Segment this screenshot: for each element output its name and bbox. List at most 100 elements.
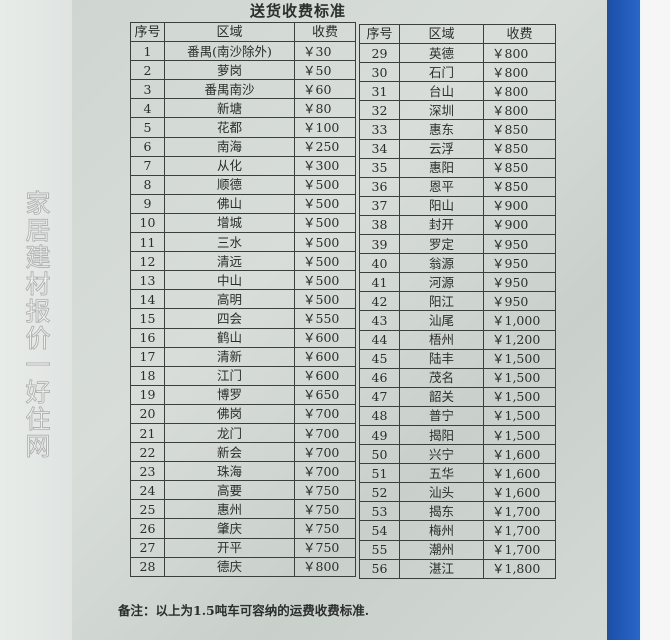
cell-fee: ￥750 [294, 499, 356, 520]
table-row: 36 恩平 ￥850 [359, 176, 556, 197]
cell-no: 42 [359, 291, 400, 312]
cell-fee: ￥550 [294, 308, 356, 329]
cell-no: 28 [130, 556, 165, 577]
cell-fee: ￥950 [483, 253, 556, 274]
cell-area: 四会 [164, 308, 295, 329]
table-row: 50 兴宁 ￥1,600 [359, 444, 556, 465]
cell-area: 江门 [164, 365, 295, 386]
table-row: 41 河源 ￥950 [359, 272, 556, 293]
cell-area: 新会 [164, 442, 295, 463]
cell-no: 23 [130, 461, 165, 482]
cell-fee: ￥850 [483, 119, 556, 140]
table-row: 20 佛岗 ￥700 [130, 403, 356, 424]
cell-area: 佛山 [164, 193, 295, 214]
cell-no: 33 [359, 119, 400, 140]
table-row: 13 中山 ￥500 [130, 270, 356, 291]
cell-area: 增城 [164, 212, 295, 234]
cell-fee: ￥1,800 [483, 558, 556, 579]
cell-fee: ￥900 [483, 195, 556, 216]
table-row: 15 四会 ￥550 [130, 308, 356, 329]
cell-fee: ￥300 [294, 155, 356, 176]
cell-fee: ￥50 [294, 60, 356, 81]
cell-fee: ￥800 [483, 62, 556, 83]
cell-no: 53 [359, 501, 400, 522]
cell-no: 48 [359, 405, 400, 426]
cell-fee: ￥800 [294, 556, 356, 577]
table-header-row: 序号 区域 收费 [130, 21, 356, 43]
header-no: 序号 [359, 23, 400, 45]
cell-no: 26 [130, 518, 165, 539]
cell-fee: ￥750 [294, 518, 356, 539]
cell-fee: ￥700 [294, 461, 356, 482]
cell-no: 4 [130, 98, 165, 119]
cell-no: 7 [130, 155, 165, 176]
cell-fee: ￥800 [483, 81, 556, 102]
cell-area: 封开 [399, 214, 484, 236]
table-row: 31 台山 ￥800 [359, 81, 556, 102]
table-row: 14 高明 ￥500 [130, 289, 356, 310]
cell-fee: ￥500 [294, 232, 356, 253]
table-row: 16 鹤山 ￥600 [130, 327, 356, 348]
table-row: 42 阳江 ￥950 [359, 291, 556, 312]
cell-fee: ￥700 [294, 442, 356, 463]
cell-no: 24 [130, 480, 165, 501]
header-fee: 收费 [294, 21, 356, 43]
table-row: 4 新塘 ￥80 [130, 98, 356, 119]
cell-fee: ￥250 [294, 136, 356, 157]
table-row: 12 清远 ￥500 [130, 251, 356, 272]
header-no: 序号 [130, 21, 165, 43]
cell-area: 番禺(南沙除外) [164, 41, 295, 62]
table-row: 33 惠东 ￥850 [359, 119, 556, 140]
cell-area: 南海 [164, 136, 295, 157]
cell-no: 52 [359, 482, 400, 503]
fee-table-right: 序号 区域 收费 29 英德 ￥800 30 石门 ￥800 31 台山 ￥800 32 深圳 ￥80… [359, 23, 556, 579]
cell-no: 32 [359, 100, 400, 121]
table-row: 2 萝岗 ￥50 [130, 60, 356, 81]
cell-area: 汕头 [399, 482, 484, 503]
document-title: 送货收费标准 [250, 2, 347, 20]
table-row: 11 三水 ￥500 [130, 232, 356, 253]
table-row: 54 梅州 ￥1,700 [359, 520, 556, 541]
table-row: 39 罗定 ￥950 [359, 234, 556, 255]
table-row: 52 汕头 ￥1,600 [359, 482, 556, 503]
cell-area: 番禺南沙 [164, 79, 295, 100]
cell-no: 35 [359, 157, 400, 178]
cell-fee: ￥700 [294, 403, 356, 424]
cell-no: 13 [130, 270, 165, 291]
cell-area: 龙门 [164, 422, 295, 444]
cell-fee: ￥1,200 [483, 329, 556, 350]
cell-area: 阳山 [399, 195, 484, 216]
table-row: 34 云浮 ￥850 [359, 138, 556, 159]
cell-area: 潮州 [399, 539, 484, 560]
table-row: 24 高要 ￥750 [130, 480, 356, 501]
cell-fee: ￥1,500 [483, 405, 556, 426]
cell-fee: ￥1,000 [483, 310, 556, 331]
cell-fee: ￥1,700 [483, 539, 556, 560]
cell-fee: ￥800 [483, 100, 556, 121]
cell-area: 惠州 [164, 499, 295, 520]
cell-fee: ￥500 [294, 270, 356, 291]
cell-area: 韶关 [399, 386, 484, 407]
cell-no: 19 [130, 384, 165, 405]
cell-area: 河源 [399, 272, 484, 293]
table-row: 29 英德 ￥800 [359, 43, 556, 64]
cell-fee: ￥100 [294, 117, 356, 138]
cell-area: 中山 [164, 270, 295, 291]
cell-area: 恩平 [399, 176, 484, 197]
table-row: 5 花都 ￥100 [130, 117, 356, 138]
cell-area: 惠东 [399, 119, 484, 140]
cell-no: 37 [359, 195, 400, 216]
cell-fee: ￥700 [294, 422, 356, 444]
watermark: 家居建材报价一好住网 [22, 190, 52, 461]
cell-fee: ￥950 [483, 291, 556, 312]
cell-area: 揭东 [399, 501, 484, 522]
cell-area: 兴宁 [399, 444, 484, 465]
cell-no: 9 [130, 193, 165, 214]
table-row: 10 增城 ￥500 [130, 212, 356, 234]
footnote: 备注：以上为1.5吨车可容纳的运费收费标准. [118, 603, 370, 618]
table-row: 30 石门 ￥800 [359, 62, 556, 83]
cell-area: 云浮 [399, 138, 484, 159]
cell-no: 41 [359, 272, 400, 293]
cell-no: 38 [359, 214, 400, 236]
background-left [0, 0, 72, 640]
